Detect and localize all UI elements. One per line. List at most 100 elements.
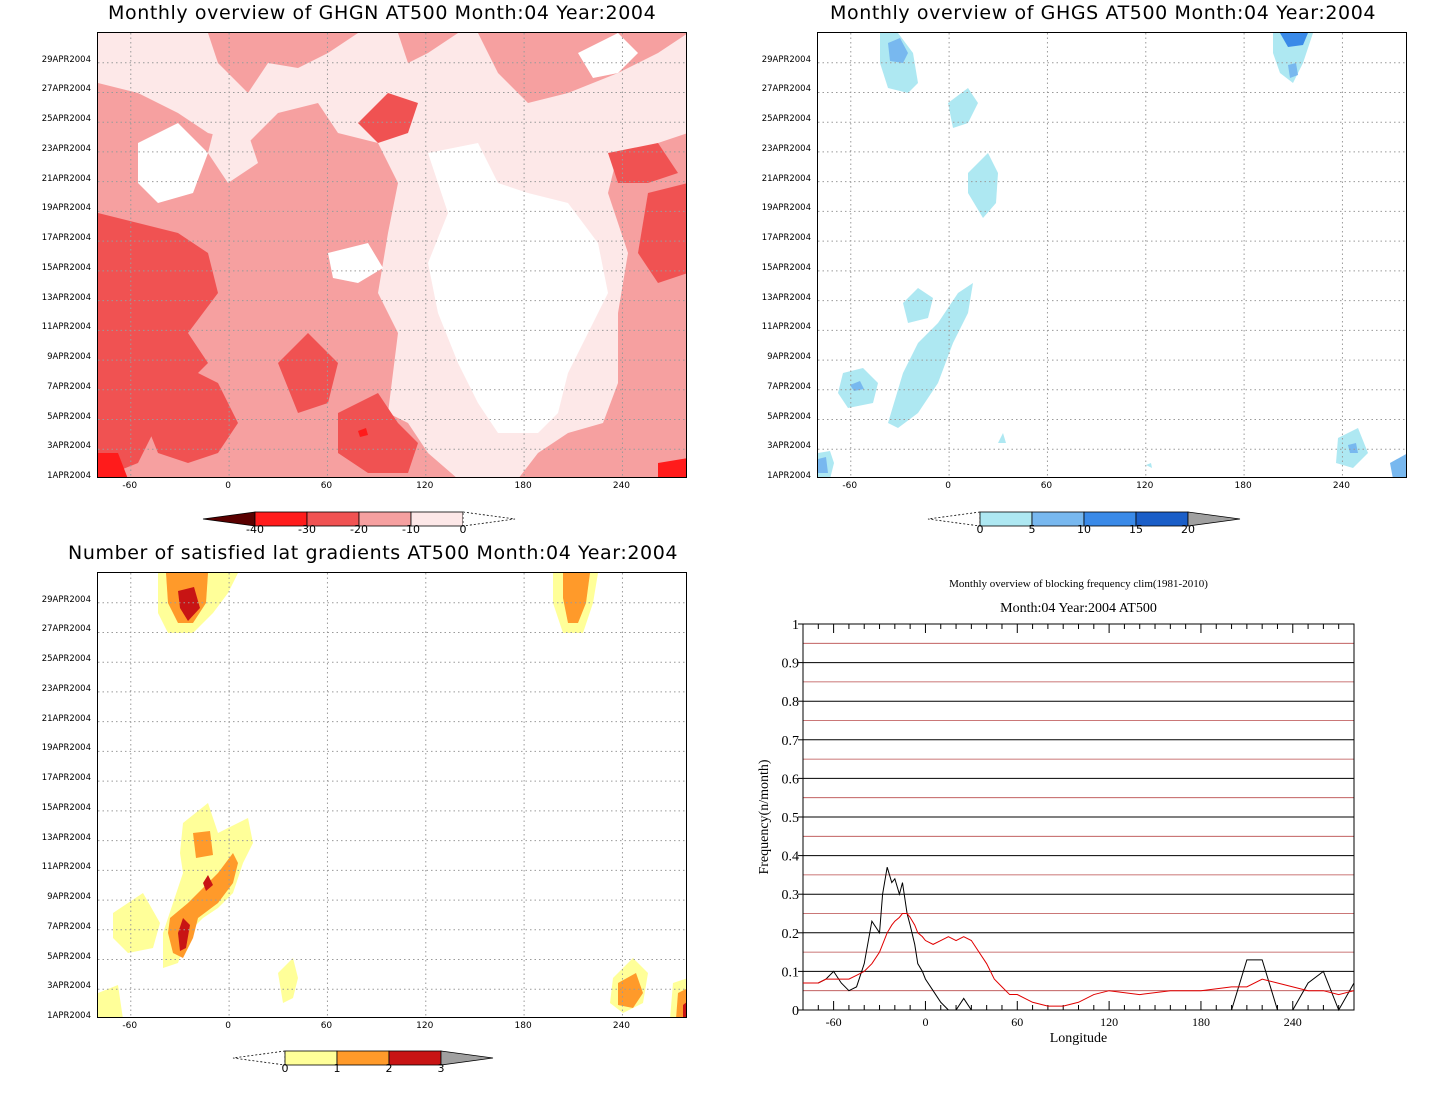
x-tick-label: -60 <box>826 1015 842 1029</box>
y-tick-label: 13APR2004 <box>761 292 811 303</box>
y-tick-label: 0.9 <box>782 657 800 672</box>
y-tick-label: 5APR2004 <box>47 951 91 962</box>
colorbar-label: 10 <box>1077 523 1091 536</box>
y-tick-label: 5APR2004 <box>767 411 811 422</box>
y-tick-label: 3APR2004 <box>47 441 91 452</box>
colorbar-label: -20 <box>350 523 368 536</box>
ghgs-panel: Monthly overview of GHGS AT500 Month:04 … <box>720 0 1440 545</box>
y-tick-label: 0.2 <box>782 927 800 942</box>
y-tick-label: 19APR2004 <box>761 203 811 214</box>
x-tick-label: -60 <box>842 481 858 491</box>
colorbar <box>232 1050 494 1066</box>
ghgs-field <box>818 33 1406 477</box>
blocking-title: Monthly overview of blocking frequency c… <box>949 578 1208 590</box>
colorbar-label: 5 <box>1028 523 1036 536</box>
x-tick-label: 240 <box>1332 481 1351 491</box>
x-tick-label: 0 <box>225 1021 231 1031</box>
colorbar-high-triangle <box>440 1050 494 1066</box>
y-tick-label: 23APR2004 <box>41 143 91 154</box>
x-tick-label: 60 <box>320 481 333 491</box>
y-tick-label: 15APR2004 <box>41 802 91 813</box>
x-tick-label: 0 <box>922 1015 928 1029</box>
y-tick-label: 11APR2004 <box>41 862 91 873</box>
colorbar-label: 0 <box>976 523 984 536</box>
y-tick-label: 7APR2004 <box>47 921 91 932</box>
colorbar-label: -40 <box>246 523 264 536</box>
y-tick-label: 3APR2004 <box>767 441 811 452</box>
ghgs-plot-area <box>817 32 1407 478</box>
y-tick-label: 19APR2004 <box>41 743 91 754</box>
x-tick-label: 240 <box>1284 1015 1302 1029</box>
colorbar-high-triangle <box>462 511 516 527</box>
x-tick-label: 60 <box>1040 481 1053 491</box>
y-tick-label: 29APR2004 <box>761 54 811 65</box>
y-tick-label: 27APR2004 <box>41 624 91 635</box>
gradients-panel: Number of satisfied lat gradients AT500 … <box>0 540 720 1091</box>
colorbar-low-triangle <box>232 1050 286 1066</box>
colorbar <box>927 511 1241 527</box>
y-tick-label: 21APR2004 <box>41 173 91 184</box>
gradients-field <box>98 573 686 1017</box>
y-tick-label: 15APR2004 <box>41 262 91 273</box>
x-tick-label: 0 <box>945 481 951 491</box>
gradients-title: Number of satisfied lat gradients AT500 … <box>68 542 679 564</box>
observed-series-line <box>803 867 1355 1012</box>
colorbar-label: 15 <box>1129 523 1143 536</box>
x-tick-label: 180 <box>514 481 532 491</box>
x-tick-label: -60 <box>122 1021 138 1031</box>
y-tick-label: 0.6 <box>782 772 800 787</box>
y-tick-label: 9APR2004 <box>47 892 91 903</box>
y-tick-label: 15APR2004 <box>761 262 811 273</box>
x-tick-label: 60 <box>320 1021 333 1031</box>
blocking-line-chart: Monthly overview of blocking frequency c… <box>757 578 1355 1046</box>
colorbar-label: 20 <box>1181 523 1195 536</box>
x-tick-label: 240 <box>612 1021 631 1031</box>
x-tick-label: -60 <box>122 481 138 491</box>
y-tick-label: 0.4 <box>782 850 800 865</box>
colorbar-label: 1 <box>333 1062 341 1075</box>
y-tick-label: 1APR2004 <box>47 471 91 481</box>
y-tick-label: 21APR2004 <box>41 713 91 724</box>
colorbar-label: 0 <box>281 1062 289 1075</box>
x-tick-label: 180 <box>514 1021 532 1031</box>
blocking-subtitle: Month:04 Year:2004 AT500 <box>1000 601 1157 616</box>
y-tick-label: 27APR2004 <box>761 84 811 95</box>
x-tick-label: 240 <box>612 481 631 491</box>
y-tick-label: 17APR2004 <box>41 233 91 244</box>
y-tick-label: 0.5 <box>782 811 800 826</box>
y-tick-label: 0.1 <box>782 965 800 980</box>
y-tick-label: 0.3 <box>782 888 800 903</box>
y-tick-label: 11APR2004 <box>761 322 811 333</box>
y-tick-label: 27APR2004 <box>41 84 91 95</box>
ghgn-field <box>98 33 686 477</box>
y-tick-label: 1APR2004 <box>47 1011 91 1021</box>
colorbar-high-triangle <box>1187 511 1241 527</box>
ghgn-plot-area <box>97 32 687 478</box>
y-tick-label: 21APR2004 <box>761 173 811 184</box>
y-tick-label: 17APR2004 <box>41 773 91 784</box>
colorbar-label: -10 <box>402 523 420 536</box>
colorbar-label: -30 <box>298 523 316 536</box>
y-tick-label: 25APR2004 <box>761 114 811 125</box>
x-tick-label: 120 <box>1100 1015 1118 1029</box>
y-tick-label: 13APR2004 <box>41 832 91 843</box>
x-tick-label: 0 <box>225 481 231 491</box>
colorbar-label: 3 <box>437 1062 445 1075</box>
y-tick-label: 23APR2004 <box>761 143 811 154</box>
ghgn-panel: Monthly overview of GHGN AT500 Month:04 … <box>0 0 720 545</box>
y-tick-label: 0.7 <box>782 734 800 749</box>
x-tick-label: 180 <box>1192 1015 1210 1029</box>
y-tick-label: 9APR2004 <box>767 352 811 363</box>
y-tick-label: 7APR2004 <box>47 381 91 392</box>
ghgs-title: Monthly overview of GHGS AT500 Month:04 … <box>830 2 1377 24</box>
y-tick-label: 3APR2004 <box>47 981 91 992</box>
x-tick-label: 120 <box>416 481 434 491</box>
colorbar-label: 0 <box>459 523 467 536</box>
colorbar <box>202 511 516 527</box>
y-tick-label: 17APR2004 <box>761 233 811 244</box>
colorbar-label: 2 <box>385 1062 393 1075</box>
y-tick-label: 0 <box>792 1004 799 1019</box>
y-tick-label: 19APR2004 <box>41 203 91 214</box>
x-tick-label: 180 <box>1234 481 1252 491</box>
y-tick-label: 9APR2004 <box>47 352 91 363</box>
